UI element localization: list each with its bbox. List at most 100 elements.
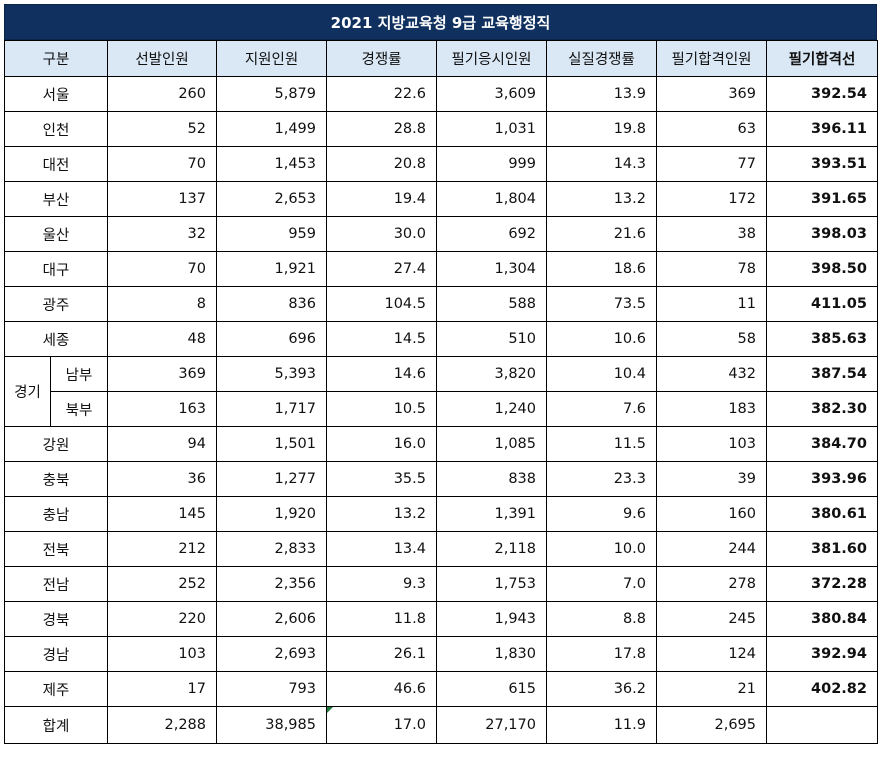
table-cell: 5,879 bbox=[216, 76, 327, 112]
table-row: 인천 52 1,499 28.8 1,031 19.8 63 396.11 bbox=[4, 111, 878, 147]
table-row: 부산 137 2,653 19.4 1,804 13.2 172 391.65 bbox=[4, 181, 878, 217]
table-cell: 1,753 bbox=[436, 566, 547, 602]
table-row: 충북 36 1,277 35.5 838 23.3 39 393.96 bbox=[4, 461, 878, 497]
table-cell: 9.6 bbox=[546, 496, 657, 532]
table-cell: 396.11 bbox=[766, 111, 878, 147]
region-name: 광주 bbox=[4, 286, 108, 322]
table-cell: 73.5 bbox=[546, 286, 657, 322]
table-row: 세종 48 696 14.5 510 10.6 58 385.63 bbox=[4, 321, 878, 357]
table-cell: 392.54 bbox=[766, 76, 878, 112]
header-cutoff: 필기합격선 bbox=[766, 40, 878, 77]
table-cell: 382.30 bbox=[766, 391, 878, 427]
table-cell: 2,606 bbox=[216, 601, 327, 637]
table-cell: 278 bbox=[656, 566, 767, 602]
region-name: 합계 bbox=[4, 706, 108, 744]
table-row: 울산 32 959 30.0 692 21.6 38 398.03 bbox=[4, 216, 878, 252]
table-cell: 70 bbox=[107, 146, 217, 182]
header-exam-takers: 필기응시인원 bbox=[436, 40, 547, 77]
table-row: 충남 145 1,920 13.2 1,391 9.6 160 380.61 bbox=[4, 496, 878, 532]
table-cell: 1,501 bbox=[216, 426, 327, 462]
region-name: 대전 bbox=[4, 146, 108, 182]
header-real-competition: 실질경쟁률 bbox=[546, 40, 657, 77]
table-cell: 380.61 bbox=[766, 496, 878, 532]
table-row: 북부 163 1,717 10.5 1,240 7.6 183 382.30 bbox=[5, 391, 878, 427]
table-cell: 2,653 bbox=[216, 181, 327, 217]
table-cell: 14.3 bbox=[546, 146, 657, 182]
table-cell: 692 bbox=[436, 216, 547, 252]
table-cell: 27.4 bbox=[326, 251, 437, 287]
region-name: 경북 bbox=[4, 601, 108, 637]
stats-table-container: 2021 지방교육청 9급 교육행정직 구분 선발인원 지원인원 경쟁률 필기응… bbox=[4, 4, 878, 744]
table-cell: 103 bbox=[656, 426, 767, 462]
table-cell: 58 bbox=[656, 321, 767, 357]
table-cell: 30.0 bbox=[326, 216, 437, 252]
table-row: 경기 남부 369 5,393 14.6 3,820 10.4 432 387.54 bbox=[4, 356, 878, 427]
table-cell: 1,920 bbox=[216, 496, 327, 532]
table-cell: 212 bbox=[107, 531, 217, 567]
table-cell: 77 bbox=[656, 146, 767, 182]
table-row: 전북 212 2,833 13.4 2,118 10.0 244 381.60 bbox=[4, 531, 878, 567]
table-cell: 2,356 bbox=[216, 566, 327, 602]
table-row: 제주 17 793 46.6 615 36.2 21 402.82 bbox=[4, 671, 878, 707]
table-cell: 163 bbox=[107, 391, 217, 427]
table-cell: 384.70 bbox=[766, 426, 878, 462]
subregion-name: 북부 bbox=[50, 391, 108, 427]
table-cell: 411.05 bbox=[766, 286, 878, 322]
table-cell: 10.4 bbox=[546, 356, 657, 392]
table-cell: 1,499 bbox=[216, 111, 327, 147]
table-cell: 385.63 bbox=[766, 321, 878, 357]
table-row: 경북 220 2,606 11.8 1,943 8.8 245 380.84 bbox=[4, 601, 878, 637]
table-cell: 1,031 bbox=[436, 111, 547, 147]
table-cell: 52 bbox=[107, 111, 217, 147]
table-cell: 393.96 bbox=[766, 461, 878, 497]
table-cell: 392.94 bbox=[766, 636, 878, 672]
table-cell: 11 bbox=[656, 286, 767, 322]
table-cell: 48 bbox=[107, 321, 217, 357]
table-body: 서울 260 5,879 22.6 3,609 13.9 369 392.54 인천 52 1,49… bbox=[4, 76, 878, 744]
table-cell: 1,240 bbox=[436, 391, 547, 427]
table-cell: 381.60 bbox=[766, 531, 878, 567]
table-cell: 124 bbox=[656, 636, 767, 672]
table-cell: 78 bbox=[656, 251, 767, 287]
table-cell: 369 bbox=[107, 356, 217, 392]
table-cell: 615 bbox=[436, 671, 547, 707]
table-cell bbox=[766, 706, 878, 744]
table-cell: 696 bbox=[216, 321, 327, 357]
table-cell: 1,921 bbox=[216, 251, 327, 287]
table-cell: 1,453 bbox=[216, 146, 327, 182]
table-cell: 8 bbox=[107, 286, 217, 322]
region-name: 전북 bbox=[4, 531, 108, 567]
region-name: 울산 bbox=[4, 216, 108, 252]
table-cell: 63 bbox=[656, 111, 767, 147]
header-category: 구분 bbox=[4, 40, 108, 77]
region-name: 부산 bbox=[4, 181, 108, 217]
total-row: 합계 2,288 38,985 17.0 27,170 11.9 2,695 bbox=[4, 706, 878, 744]
table-cell: 387.54 bbox=[766, 356, 878, 392]
table-cell: 1,304 bbox=[436, 251, 547, 287]
table-cell: 372.28 bbox=[766, 566, 878, 602]
table-cell: 959 bbox=[216, 216, 327, 252]
table-cell: 21 bbox=[656, 671, 767, 707]
table-cell: 999 bbox=[436, 146, 547, 182]
table-cell: 510 bbox=[436, 321, 547, 357]
table-cell: 2,833 bbox=[216, 531, 327, 567]
table-cell: 32 bbox=[107, 216, 217, 252]
table-row: 대구 70 1,921 27.4 1,304 18.6 78 398.50 bbox=[4, 251, 878, 287]
region-name: 경남 bbox=[4, 636, 108, 672]
header-applicants: 지원인원 bbox=[216, 40, 327, 77]
subregion-name: 남부 bbox=[50, 356, 108, 392]
table-cell: 17.0 bbox=[326, 706, 437, 744]
table-cell: 19.4 bbox=[326, 181, 437, 217]
table-cell: 380.84 bbox=[766, 601, 878, 637]
table-cell: 103 bbox=[107, 636, 217, 672]
table-cell: 38,985 bbox=[216, 706, 327, 744]
table-cell: 1,085 bbox=[436, 426, 547, 462]
table-cell: 14.6 bbox=[326, 356, 437, 392]
table-cell: 145 bbox=[107, 496, 217, 532]
region-name: 강원 bbox=[4, 426, 108, 462]
table-cell: 70 bbox=[107, 251, 217, 287]
header-competition-rate: 경쟁률 bbox=[326, 40, 437, 77]
table-cell: 38 bbox=[656, 216, 767, 252]
table-cell: 588 bbox=[436, 286, 547, 322]
table-cell: 94 bbox=[107, 426, 217, 462]
